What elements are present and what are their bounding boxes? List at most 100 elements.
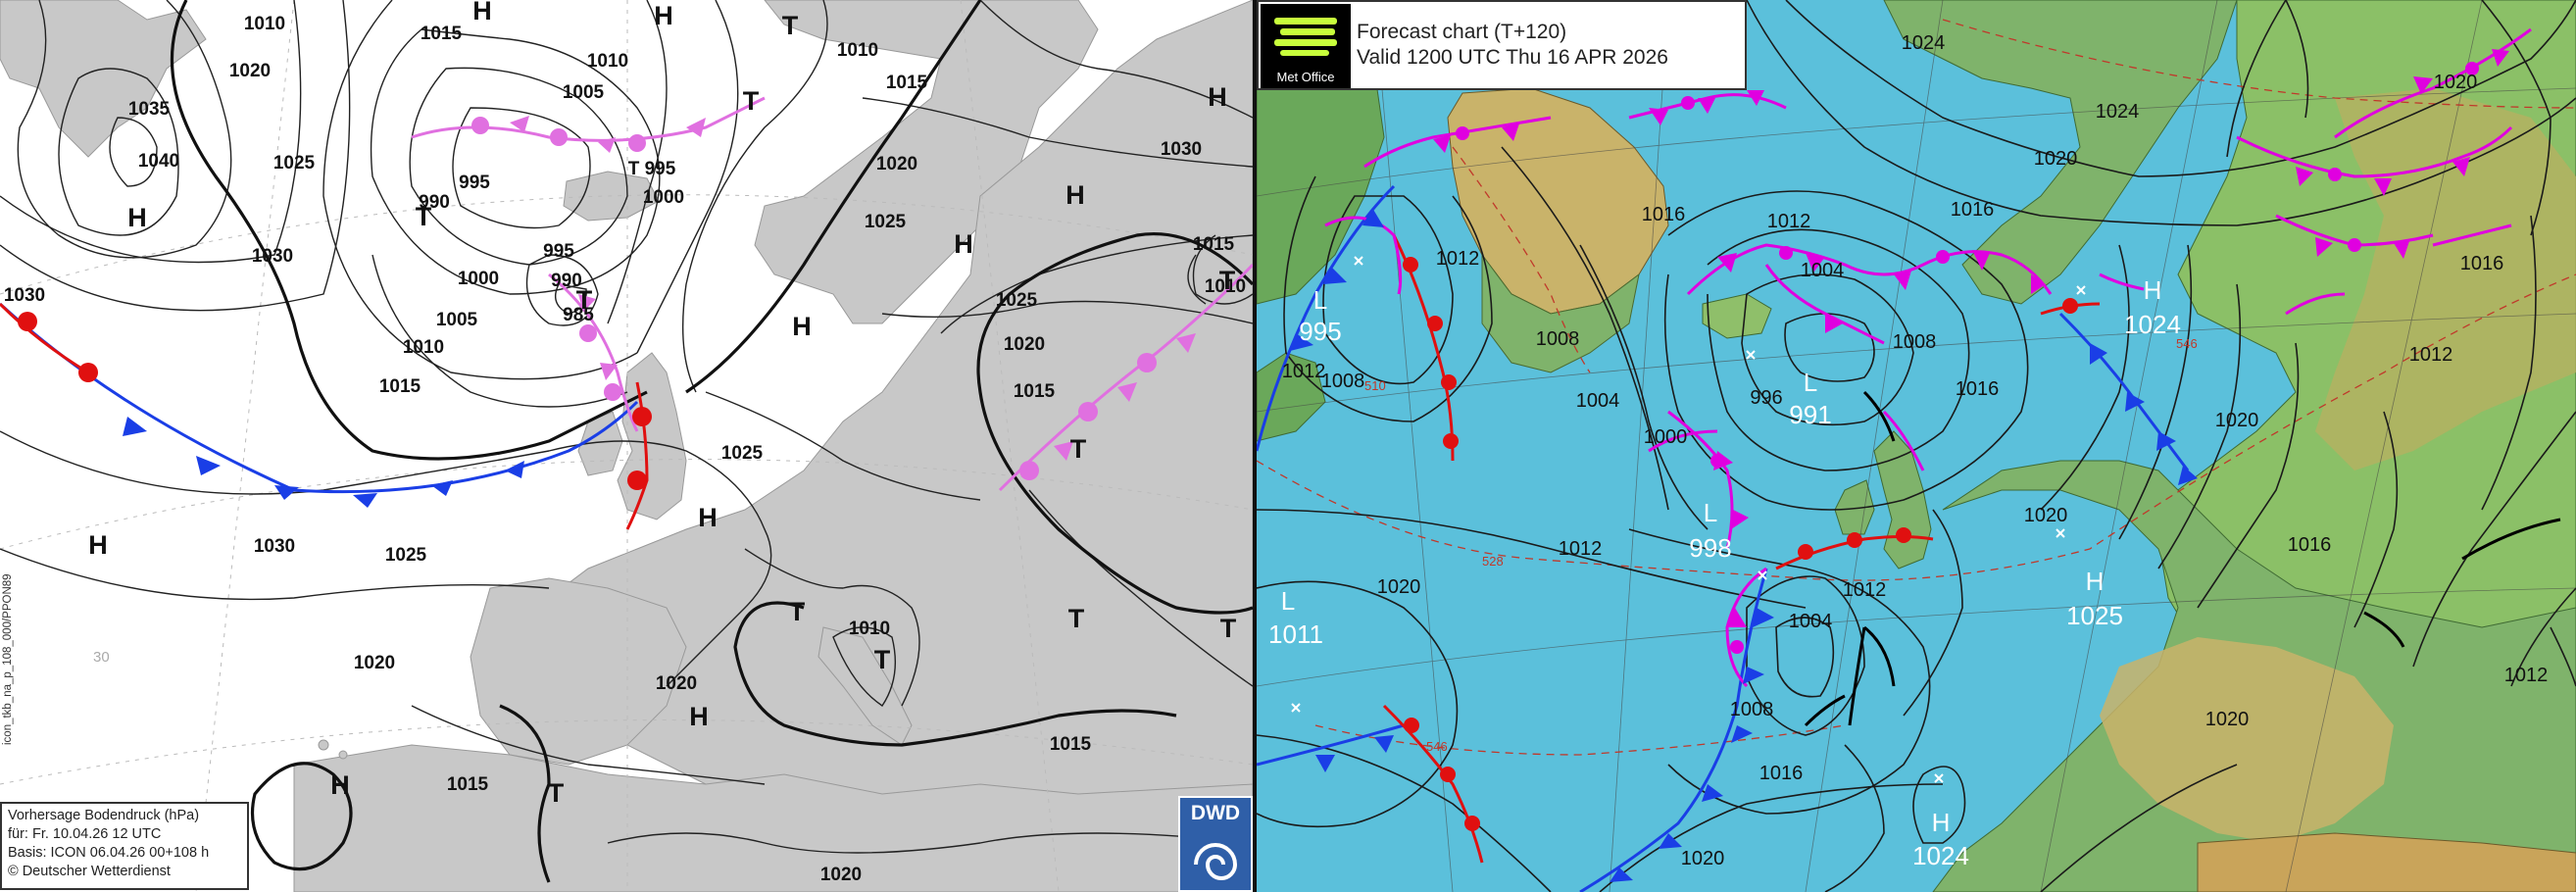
isobar-label: 1016 [2460, 253, 2504, 274]
isobar-label: 1010 [1205, 276, 1246, 297]
pressure-centre-label: H [698, 503, 718, 532]
pressure-centre-label: H [127, 203, 147, 232]
centre-value: 995 [1299, 317, 1341, 346]
pressure-centres: H H T T T H H H H T H T T H H T T T T T [88, 0, 1237, 808]
isobar-label: 1020 [2205, 709, 2250, 730]
lat-label: 30 [93, 649, 110, 666]
isobar-label: 1010 [244, 14, 285, 34]
isobar-label: 1000 [643, 187, 684, 208]
centre-type: L [1704, 498, 1717, 527]
isobar-label: 1008 [1730, 699, 1774, 720]
dwd-pressure-chart: 30 [0, 0, 1253, 892]
isobar-label: 1010 [403, 337, 444, 358]
isobar-label: 1016 [1759, 763, 1804, 784]
isobar-label: 1012 [2409, 344, 2453, 366]
isobar-label: 1025 [385, 545, 427, 566]
isobar-label: 1012 [1282, 361, 1326, 382]
isobar-label: 995 [459, 173, 490, 193]
isobar-label: 1000 [458, 269, 499, 289]
legend-model-basis: Basis: ICON 06.04.26 00+108 h [8, 845, 210, 861]
pressure-centre-label: H [654, 1, 673, 30]
model-code: icon_tkb_na_p_108_000/PPON89 [2, 573, 14, 745]
pressure-centre-label: T [743, 86, 760, 116]
pressure-centre-label: H [1208, 82, 1227, 112]
metoffice-map-svg: L 995 L 991 L 998 L 1011 H 1024 H 1025 H… [1257, 0, 2576, 892]
isobar-label: 1025 [273, 153, 316, 173]
chart-forecast-label: Forecast chart (T+120) [1357, 21, 1567, 43]
isobar-label: 1025 [721, 443, 764, 464]
pressure-centre-label: H [954, 229, 973, 259]
thickness-label: 546 [1426, 739, 1448, 754]
metoffice-logo: Met Office [1261, 4, 1351, 88]
pressure-centre-label: T [548, 778, 565, 808]
centre-value: 1024 [1912, 841, 1969, 870]
isobar-label: 1020 [2024, 505, 2068, 526]
centre-value: 1011 [1268, 619, 1323, 649]
isobar-label: 1020 [229, 61, 271, 81]
isobar-label: 1012 [2504, 665, 2549, 686]
isobar-label: 1020 [1681, 848, 1725, 869]
legend-copyright: © Deutscher Wetterdienst [8, 864, 171, 879]
isobar-label: 1015 [1014, 381, 1056, 402]
isobar-label: 1005 [436, 310, 478, 330]
isobar-label: 1030 [1161, 139, 1202, 160]
isobar-label: 1004 [1576, 390, 1620, 412]
centre-value: 991 [1789, 400, 1831, 429]
pressure-centre-label: T [1068, 604, 1085, 633]
isobar-label: 1016 [1956, 378, 2000, 400]
dwd-swirl-icon [1194, 843, 1238, 880]
isobar-label: 1020 [354, 653, 395, 673]
chart-valid-time: Valid 1200 UTC Thu 16 APR 2026 [1357, 46, 1668, 69]
isobar-label: 1020 [876, 154, 917, 174]
isobar-label: 1020 [820, 865, 862, 885]
isobar-label: 1035 [128, 99, 171, 120]
centre-value: 1025 [2066, 601, 2123, 630]
pressure-centre-label: T [416, 202, 432, 231]
dwd-legend: Vorhersage Bodendruck (hPa) für: Fr. 10.… [0, 802, 249, 890]
metoffice-logo-icon [1274, 18, 1337, 56]
legend-valid-time: für: Fr. 10.04.26 12 UTC [8, 826, 162, 842]
isobar-label: 1020 [2215, 410, 2259, 431]
isobar-label: T 995 [628, 159, 676, 179]
isobar-label: 1020 [2034, 148, 2078, 170]
isobar-label: 1008 [1893, 331, 1937, 353]
isobar-label: 1015 [886, 73, 928, 93]
isobar-label: 1020 [656, 673, 697, 694]
isobar-label: 1024 [1902, 32, 1946, 54]
pressure-centre-label: H [88, 530, 108, 560]
isobar-label: 1000 [1644, 426, 1688, 448]
pressure-centre-label: H [689, 702, 709, 731]
isobar-label: 1025 [996, 290, 1038, 311]
isobar-label: 1012 [1767, 211, 1811, 232]
pressure-centre-label: H [1065, 180, 1085, 210]
isobar-label: 1015 [1050, 734, 1092, 755]
isobar-label: 1016 [1951, 199, 1995, 221]
pressure-centre-label: H [330, 770, 350, 800]
pressure-centre-label: H [792, 312, 812, 341]
isobar-label: 1015 [421, 24, 463, 44]
pressure-centre-label: H [472, 0, 492, 25]
metoffice-forecast-chart: L 995 L 991 L 998 L 1011 H 1024 H 1025 H… [1257, 0, 2576, 892]
thickness-label: 546 [2176, 336, 2198, 351]
isobar-label: 1012 [1559, 538, 1603, 560]
dwd-map-svg: 30 [0, 0, 1253, 892]
pressure-centres: L 995 L 991 L 998 L 1011 H 1024 H 1025 H… [1268, 275, 2181, 870]
isobar-label: 1020 [1377, 576, 1421, 598]
thickness-label: 510 [1364, 378, 1386, 393]
isobar-label: 1008 [1536, 328, 1580, 350]
chart-title: Forecast chart (T+120) Valid 1200 UTC Th… [1357, 20, 1668, 71]
isobar-label: 1016 [1642, 204, 1686, 225]
isobar-label: 1005 [563, 82, 605, 103]
isobar-label: 1030 [252, 246, 293, 267]
panel-divider [1253, 0, 1257, 892]
pressure-centre-label: T [789, 597, 806, 626]
isobar-label: 1010 [837, 40, 878, 61]
centre-markers [1291, 256, 2086, 783]
isobar-label: 1040 [138, 151, 179, 172]
isobar-label: 1004 [1801, 260, 1845, 281]
isobar-label: 1030 [254, 536, 295, 557]
isobar-label: 1015 [447, 774, 489, 795]
centre-value: 1024 [2124, 310, 2181, 339]
pressure-centre-label: T [782, 11, 799, 40]
